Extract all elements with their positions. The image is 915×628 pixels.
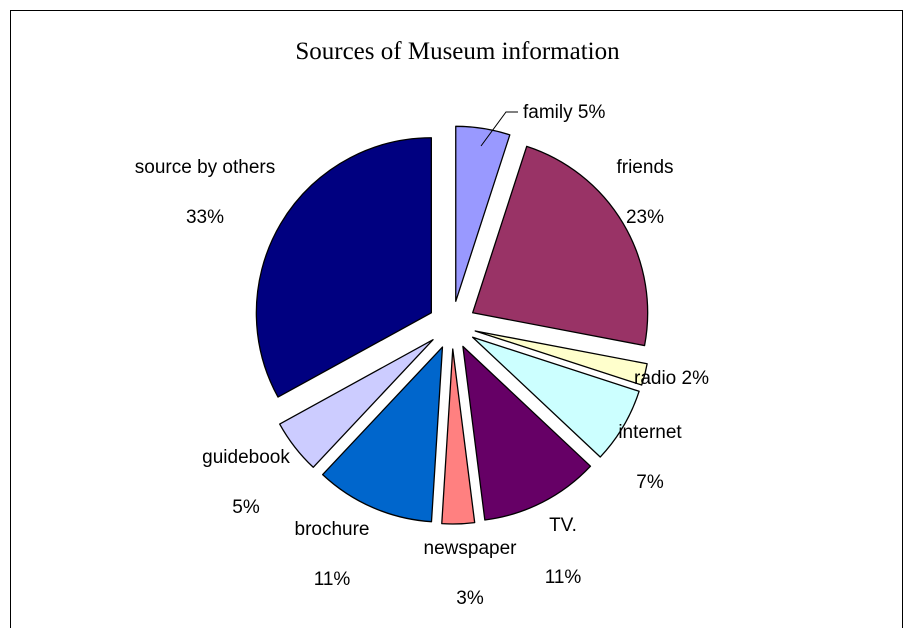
slice-label-tv-pct: 11% (545, 567, 582, 588)
leader-lines (480, 111, 518, 147)
pie-slices (255, 125, 649, 525)
pie-slice-source-by-others (255, 137, 432, 398)
pie-slice-brochure (322, 346, 444, 523)
pie-slice-tv (462, 345, 592, 521)
pie-slice-friends (472, 145, 649, 347)
slice-label-friends-pct: 23% (626, 207, 664, 228)
slice-label-internet-pct: 7% (636, 472, 664, 493)
slice-label-guidebook: guidebook (202, 447, 290, 468)
pie-slice-radio (474, 330, 648, 386)
pie-slice-internet (472, 336, 640, 458)
slice-label-newspaper: newspaper (424, 538, 518, 559)
slice-label-radio: radio 2% (634, 368, 709, 389)
leader-line-family (480, 111, 518, 147)
pie-slice-guidebook (279, 339, 434, 468)
slice-label-brochure: brochure (295, 519, 370, 540)
slice-label-source-by-others-pct: 33% (186, 207, 224, 228)
slice-label-friends: friends (616, 157, 673, 178)
slice-label-internet: internet (618, 422, 682, 443)
slice-labels: family 5% friends 23% radio 2% internet 7% TV.… (135, 102, 709, 609)
pie-slice-newspaper (441, 348, 476, 525)
slice-label-brochure-pct: 11% (314, 569, 351, 590)
chart-frame (10, 10, 903, 628)
slice-label-source-by-others: source by others (135, 157, 275, 178)
slice-label-newspaper-pct: 3% (456, 588, 484, 609)
slice-label-guidebook-pct: 5% (232, 497, 260, 518)
chart-title: Sources of Museum information (295, 38, 620, 65)
slice-label-tv: TV. (549, 515, 577, 536)
slice-label-family: family 5% (523, 102, 605, 123)
pie-slice-family (455, 125, 511, 302)
